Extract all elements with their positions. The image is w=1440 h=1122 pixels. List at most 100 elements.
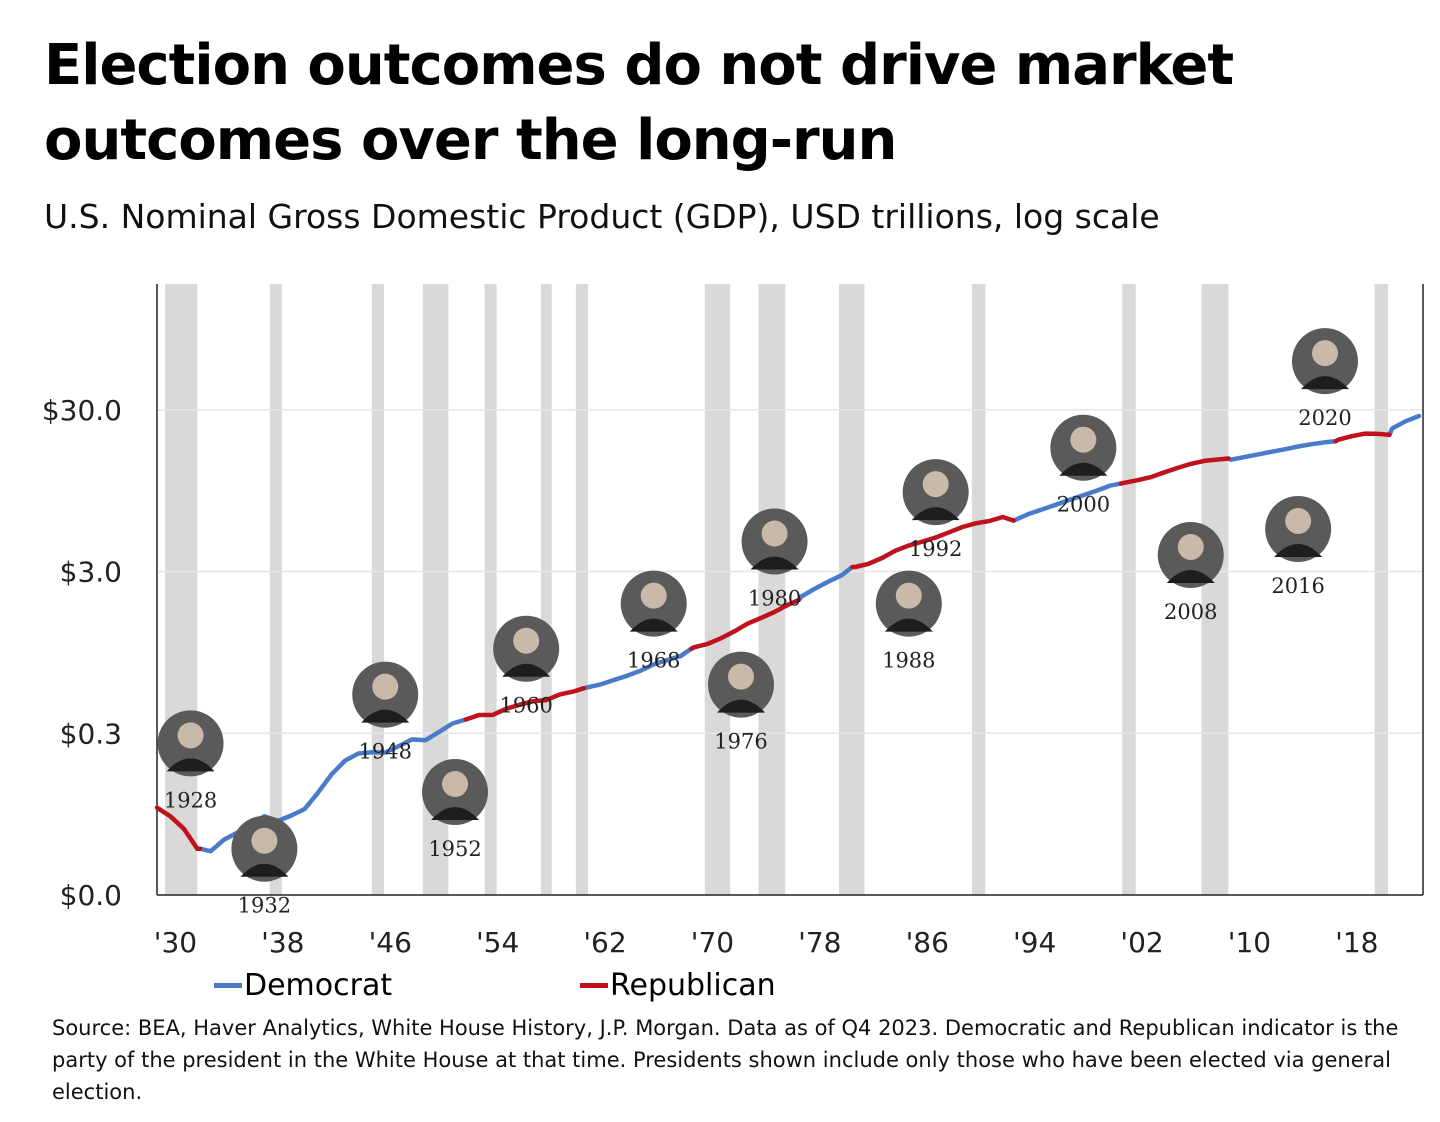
president-marker: 1976 (707, 651, 774, 754)
x-tick-label: '46 (369, 926, 412, 959)
legend-republican-label: Republican (610, 968, 776, 1003)
portrait-face (922, 471, 949, 498)
portrait-face (727, 663, 754, 690)
recession-band (1122, 284, 1136, 895)
legend-republican: Republican (580, 968, 776, 1003)
recession-band (484, 284, 497, 895)
republican-series-line (1118, 456, 1231, 486)
president-markers: 1928 1932 1948 1952 1960 1968 1976 1980 1988 1992… (157, 328, 1358, 918)
portrait-suit (240, 863, 289, 877)
republican-series-line (850, 514, 1016, 570)
portrait-suit (166, 758, 215, 772)
tick-labels: $0.0 $0.3 $3.0 $30.0 '30 '38 '46 '54 '62 '70 '78 '8… (42, 394, 1379, 959)
democrat-series-line (1226, 438, 1338, 462)
president-marker: 1980 (741, 508, 808, 611)
portrait-suit (911, 507, 960, 521)
president-year-label: 2008 (1164, 600, 1217, 624)
portrait-face (1311, 340, 1338, 367)
portrait-face (372, 673, 399, 700)
president-year-label: 1976 (714, 730, 767, 754)
portrait-suit (1300, 376, 1349, 390)
x-tick-label: '62 (583, 926, 626, 959)
y-tick-label: $3.0 (60, 556, 122, 589)
president-year-label: 2016 (1271, 574, 1324, 598)
president-year-label: 1948 (359, 740, 412, 764)
legend-democrat-label: Democrat (244, 968, 393, 1003)
president-year-label: 1928 (164, 788, 217, 812)
x-tick-label: '70 (691, 926, 734, 959)
president-marker: 1988 (875, 570, 942, 673)
portrait-face (251, 827, 278, 854)
x-tick-label: '02 (1120, 926, 1163, 959)
president-marker: 1968 (620, 570, 687, 673)
portrait-suit (1274, 543, 1323, 557)
portrait-suit (431, 807, 480, 821)
gdp-chart: 1928 1932 1948 1952 1960 1968 1976 1980 1988 1992… (42, 284, 1424, 959)
democrat-series-line (1387, 413, 1422, 438)
series-lines (154, 413, 1422, 854)
president-marker: 2000 (1050, 414, 1117, 517)
president-year-label: 2020 (1298, 406, 1351, 430)
democrat-swatch (214, 983, 242, 988)
republican-series-line (154, 805, 203, 851)
y-tick-label: $0.3 (60, 717, 122, 750)
x-tick-label: '10 (1228, 926, 1271, 959)
recession-band (371, 284, 384, 895)
axes (156, 284, 1424, 896)
president-marker: 1948 (352, 661, 419, 764)
portrait-suit (361, 709, 410, 723)
president-marker: 2020 (1291, 328, 1358, 430)
x-tick-label: '38 (261, 926, 304, 959)
recession-band (704, 284, 731, 895)
recession-band (165, 284, 198, 895)
portrait-suit (1166, 569, 1215, 583)
recession-band (839, 284, 865, 895)
recession-band (540, 284, 552, 895)
portrait-face (1070, 426, 1097, 453)
portrait-suit (884, 618, 933, 632)
republican-swatch (580, 983, 608, 988)
republican-series-line (1333, 431, 1392, 444)
x-tick-label: '18 (1335, 926, 1378, 959)
chart-subtitle: U.S. Nominal Gross Domestic Product (GDP… (44, 197, 1160, 236)
president-year-label: 2000 (1057, 493, 1110, 517)
recession-band (971, 284, 986, 895)
democrat-series-line (581, 646, 694, 691)
democrat-series-line (1011, 481, 1124, 523)
legend-democrat: Democrat (214, 968, 392, 1003)
y-tick-label: $30.0 (42, 394, 122, 427)
recession-bands (165, 284, 1389, 895)
x-tick-label: '54 (476, 926, 519, 959)
president-year-label: 1980 (748, 587, 801, 611)
recession-band (269, 284, 282, 895)
president-marker: 1992 (902, 459, 969, 561)
x-tick-label: '30 (154, 926, 197, 959)
portrait-face (895, 582, 922, 609)
portrait-suit (716, 699, 765, 713)
portrait-suit (1059, 462, 1108, 476)
president-year-label: 1932 (238, 894, 291, 918)
republican-series-line (689, 597, 801, 651)
recession-band (1201, 284, 1229, 895)
president-marker: 2008 (1157, 521, 1224, 624)
president-marker: 1960 (493, 615, 560, 718)
portrait-face (761, 520, 788, 547)
chart-title: Election outcomes do not drive market ou… (44, 33, 1234, 173)
recession-band (1374, 284, 1389, 895)
president-year-label: 1992 (909, 537, 962, 561)
recession-band (575, 284, 588, 895)
x-tick-label: '94 (1013, 926, 1056, 959)
portrait-suit (750, 556, 799, 570)
portrait-face (1285, 507, 1312, 534)
portrait-face (442, 771, 469, 798)
president-marker: 2016 (1265, 495, 1332, 598)
president-marker: 1952 (422, 759, 489, 861)
portrait-face (1177, 533, 1204, 560)
president-year-label: 1988 (882, 649, 935, 673)
recession-band (758, 284, 786, 895)
president-marker: 1928 (157, 710, 224, 812)
president-year-label: 1968 (627, 649, 680, 673)
y-tick-label: $0.0 (60, 879, 122, 912)
portrait-suit (502, 663, 551, 677)
portrait-face (640, 582, 667, 609)
